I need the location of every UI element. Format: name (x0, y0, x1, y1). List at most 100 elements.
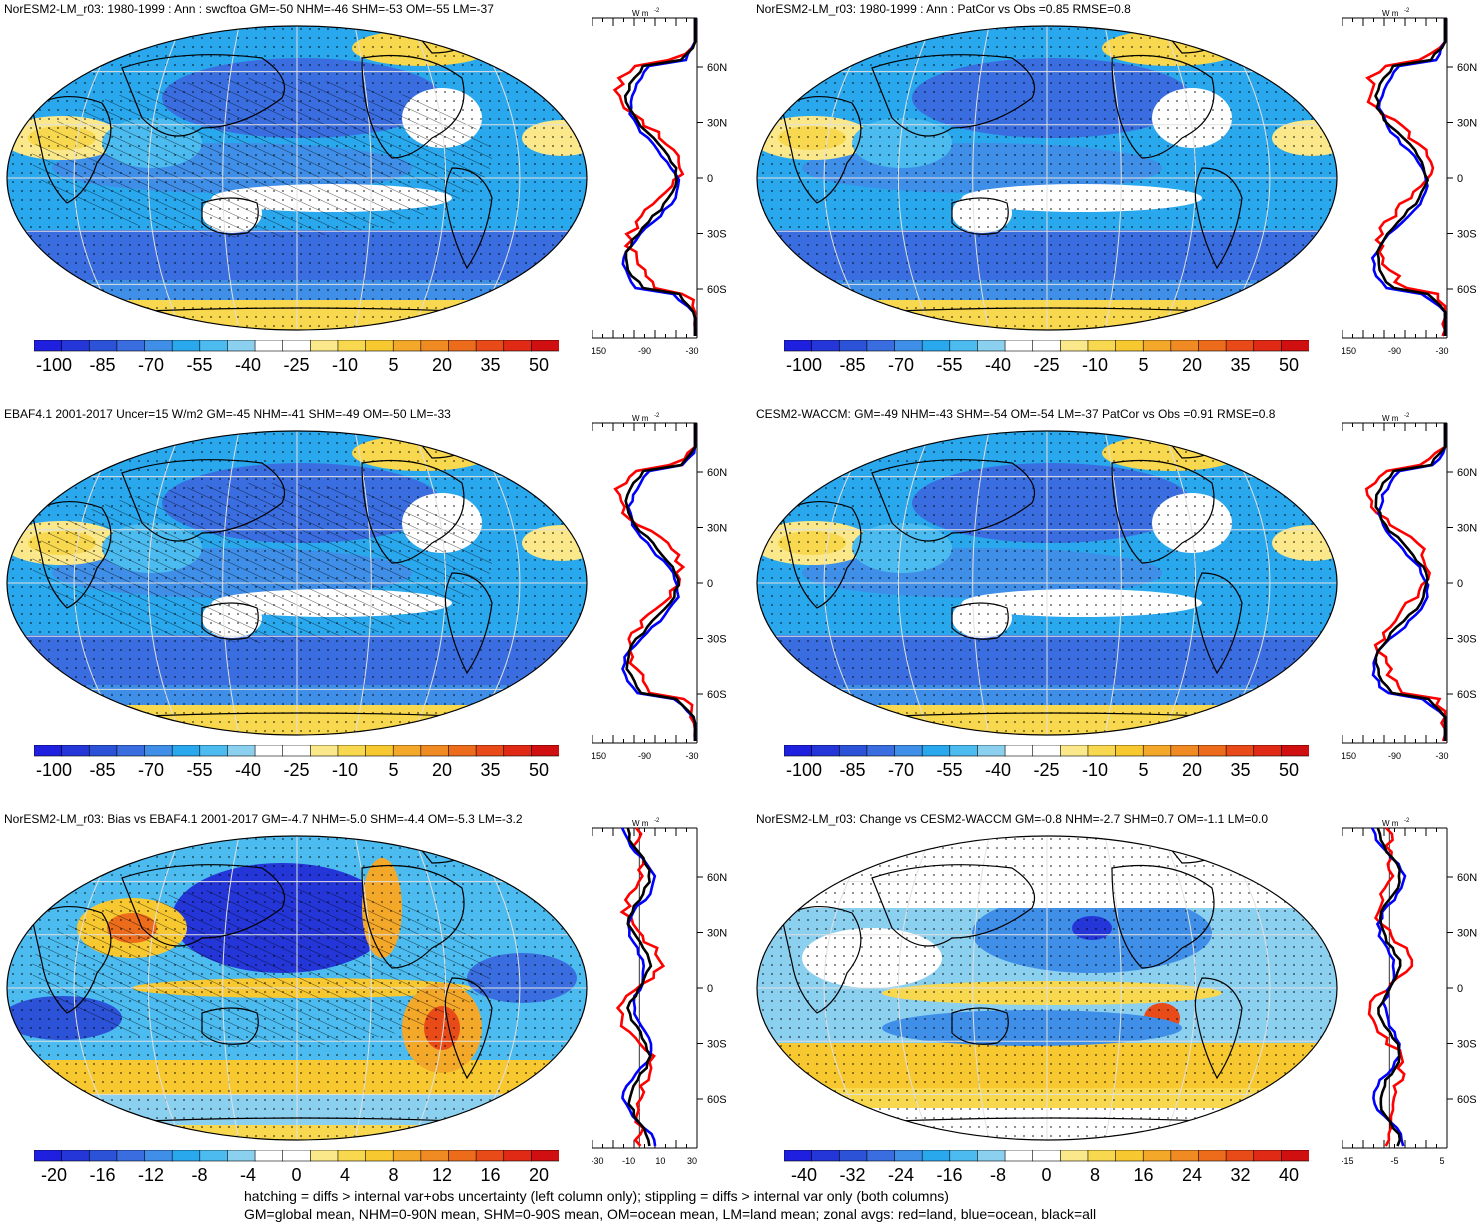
panel-1: NorESM2-LM_r03: 1980-1999 : Ann : swcfto… (0, 0, 740, 395)
colorbar-tick-label: -55 (186, 355, 213, 375)
colorbar-swatch (1115, 745, 1145, 757)
lat-tick-label: 60N (707, 62, 727, 74)
colorbar-swatch (116, 745, 146, 757)
colorbar-swatch (61, 1150, 91, 1162)
panel-title: NorESM2-LM_r03: 1980-1999 : Ann : swcfto… (4, 2, 494, 16)
map-field (7, 26, 587, 330)
hatching (32, 483, 492, 643)
colorbar (34, 745, 559, 757)
lat-tick-label: 60S (1457, 284, 1477, 296)
colorbar-swatch (1087, 745, 1117, 757)
colorbar-tick-label: -40 (790, 1165, 818, 1185)
map-field (7, 431, 587, 735)
zonal-units: W m (1382, 9, 1399, 18)
zonal-curve-ocean (621, 423, 697, 741)
colorbar-tick-label: 5 (388, 355, 399, 375)
colorbar-swatch (310, 1150, 339, 1162)
colorbar-swatch (1060, 745, 1089, 757)
colorbar-tick-label: 20 (1181, 760, 1203, 780)
colorbar-swatch (420, 1150, 450, 1162)
colorbar (784, 1150, 1309, 1162)
colorbar-swatch (392, 340, 422, 352)
hatching (32, 888, 492, 1048)
map-field (7, 836, 587, 1140)
colorbar-swatch (866, 1150, 896, 1162)
colorbar-tick-label: -55 (186, 760, 213, 780)
colorbar-swatch (1225, 745, 1255, 757)
colorbar-swatch (34, 745, 63, 757)
panel-3: EBAF4.1 2001-2017 Uncer=15 W/m2 GM=-45 N… (0, 405, 740, 800)
colorbar-swatch (1060, 340, 1089, 352)
colorbar-swatch (1032, 1150, 1062, 1162)
zonal-x-tick-label: -150 (1342, 346, 1356, 354)
colorbar-tick-label: 16 (480, 1165, 501, 1185)
hatching (32, 78, 492, 238)
colorbar-tick-label: -100 (35, 760, 73, 780)
colorbar-swatch (144, 1150, 173, 1162)
colorbar-swatch (227, 1150, 256, 1162)
lat-tick-label: 60S (1457, 689, 1477, 701)
map-gridlines (757, 26, 1337, 330)
colorbar-tick-label: 50 (1278, 760, 1300, 780)
zonal-curve-all (626, 827, 653, 1147)
colorbar-swatch (811, 1150, 841, 1162)
colorbar-swatch (171, 745, 201, 757)
colorbar-swatch (310, 745, 339, 757)
zonal-units: W m (632, 9, 649, 18)
colorbar-tick-label: 5 (388, 760, 399, 780)
colorbar-swatch (365, 1150, 395, 1162)
colorbar-swatch (171, 340, 201, 352)
panel-5: NorESM2-LM_r03: Bias vs EBAF4.1 2001-201… (0, 810, 740, 1205)
lat-tick-label: 0 (1457, 578, 1463, 590)
zonal-curve-land (1365, 18, 1447, 337)
lat-tick-label: 30N (1457, 523, 1477, 535)
map-field (757, 431, 1337, 735)
colorbar-swatch (1225, 1150, 1255, 1162)
lat-tick-label: 30S (1457, 229, 1477, 241)
map-field (757, 836, 1337, 1140)
colorbar-swatch (475, 745, 505, 757)
colorbar-swatch (531, 1150, 559, 1162)
zonal-x-tick-label: -15 (1342, 1156, 1354, 1164)
colorbar-tick-label: -70 (887, 760, 915, 780)
colorbar-tick-label: -40 (984, 355, 1012, 375)
colorbar-labels: -20 -16 -12 -8 -4 0 4 8 12 16 20 (34, 1165, 559, 1187)
colorbar-swatch (199, 340, 229, 352)
colorbar-swatch (144, 340, 173, 352)
zonal-curve-all (1376, 827, 1402, 1147)
colorbar-swatch (254, 1150, 284, 1162)
colorbar-swatch (838, 1150, 868, 1162)
lat-tick-label: 30S (707, 1039, 727, 1051)
zonal-x-tick-label: -30 (1435, 751, 1448, 759)
colorbar-swatch (254, 340, 284, 352)
lat-tick-label: 60N (707, 872, 727, 884)
colorbar-swatch (894, 1150, 923, 1162)
colorbar-swatch (977, 1150, 1006, 1162)
colorbar-tick-label: 8 (388, 1165, 399, 1185)
colorbar-swatch (1087, 340, 1117, 352)
colorbar-tick-label: -70 (137, 355, 165, 375)
lat-tick-label: 60S (707, 1094, 727, 1106)
zonal-units: W m (1382, 414, 1399, 423)
colorbar-swatch (34, 340, 63, 352)
world-map (756, 25, 1338, 331)
colorbar-swatch (1170, 340, 1200, 352)
colorbar-swatch (1225, 340, 1255, 352)
zonal-mean-plot: W m -2 60N 30N 0 30S 60S -150 -90 -30 (592, 8, 727, 354)
zonal-x-tick-label: -150 (1342, 751, 1356, 759)
colorbar-swatch (1281, 745, 1309, 757)
colorbar-swatch (227, 340, 256, 352)
colorbar-swatch (1170, 745, 1200, 757)
colorbar-swatch (1198, 1150, 1227, 1162)
colorbar-swatch (1253, 340, 1283, 352)
colorbar-tick-label: -25 (1033, 760, 1060, 780)
panel-title: EBAF4.1 2001-2017 Uncer=15 W/m2 GM=-45 N… (4, 407, 451, 421)
lat-tick-label: 30N (707, 523, 727, 535)
footer-line-1: hatching = diffs > internal var+obs unce… (244, 1188, 949, 1204)
colorbar-tick-label: 5 (1138, 760, 1149, 780)
lat-tick-label: 60S (707, 284, 727, 296)
colorbar-tick-label: -85 (89, 355, 116, 375)
colorbar-swatch (1142, 745, 1172, 757)
colorbar-tick-label: -25 (1033, 355, 1060, 375)
zonal-x-tick-label: -150 (592, 346, 606, 354)
